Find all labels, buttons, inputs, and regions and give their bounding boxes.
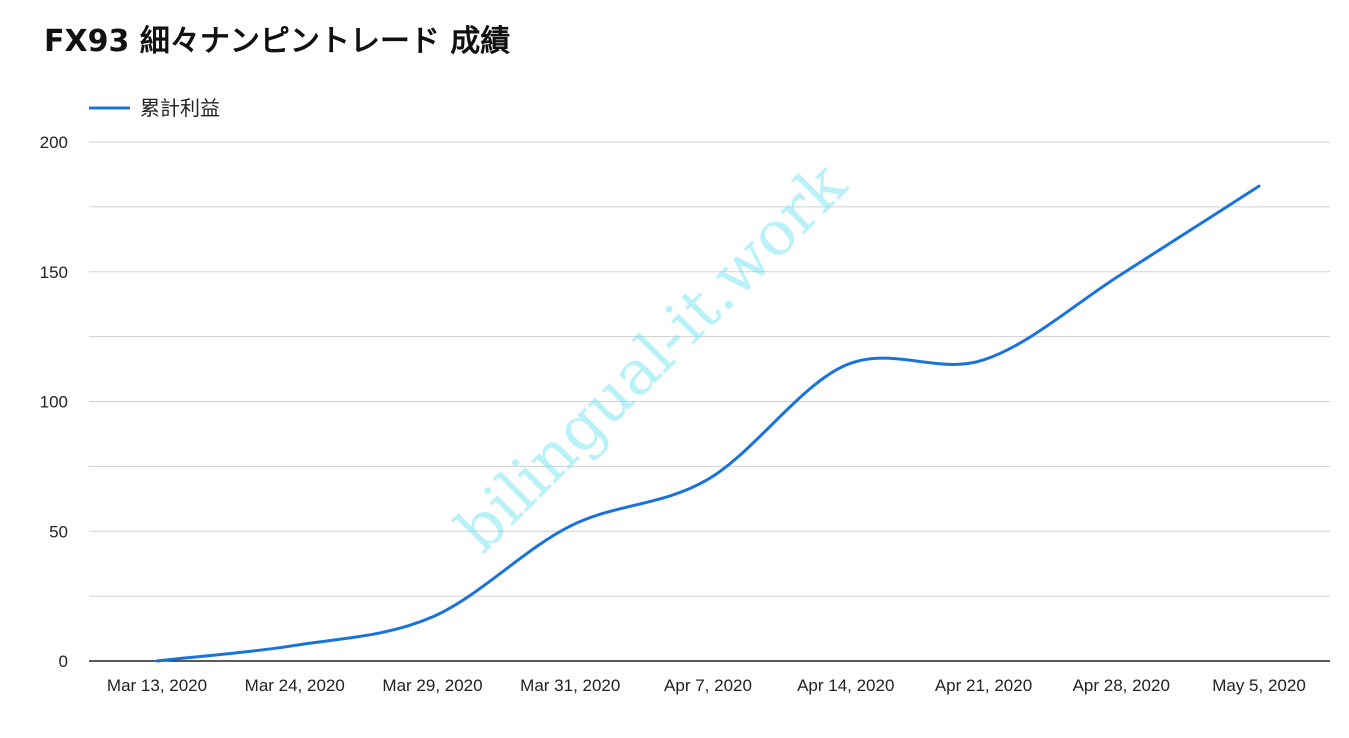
y-tick-label: 100 <box>40 393 68 412</box>
legend-label[interactable]: 累計利益 <box>140 96 220 120</box>
x-tick-label: Apr 7, 2020 <box>664 676 752 695</box>
legend[interactable]: 累計利益 <box>89 96 220 120</box>
y-tick-label: 50 <box>49 522 68 541</box>
y-tick-label: 0 <box>59 652 68 671</box>
x-tick-label: Mar 13, 2020 <box>107 676 207 695</box>
x-tick-label: Mar 29, 2020 <box>382 676 482 695</box>
watermark: bilingual-it.work <box>442 147 861 566</box>
x-tick-label: Mar 24, 2020 <box>245 676 345 695</box>
y-tick-label: 200 <box>40 133 68 152</box>
x-tick-label: Mar 31, 2020 <box>520 676 620 695</box>
x-tick-label: Apr 14, 2020 <box>797 676 894 695</box>
series-line <box>155 184 1261 663</box>
x-tick-label: May 5, 2020 <box>1212 676 1306 695</box>
chart-title: FX93 細々ナンピントレード 成績 <box>44 24 511 59</box>
watermark-text: bilingual-it.work <box>442 147 861 566</box>
series-layer <box>155 184 1261 663</box>
gridlines <box>89 141 1330 597</box>
x-tick-label: Apr 28, 2020 <box>1073 676 1170 695</box>
y-tick-label: 150 <box>40 263 68 282</box>
x-tick-label: Apr 21, 2020 <box>935 676 1032 695</box>
x-axis: Mar 13, 2020 Mar 24, 2020 Mar 29, 2020 Mar … <box>89 660 1330 695</box>
y-axis: 0 50 100 150 200 <box>40 133 68 671</box>
